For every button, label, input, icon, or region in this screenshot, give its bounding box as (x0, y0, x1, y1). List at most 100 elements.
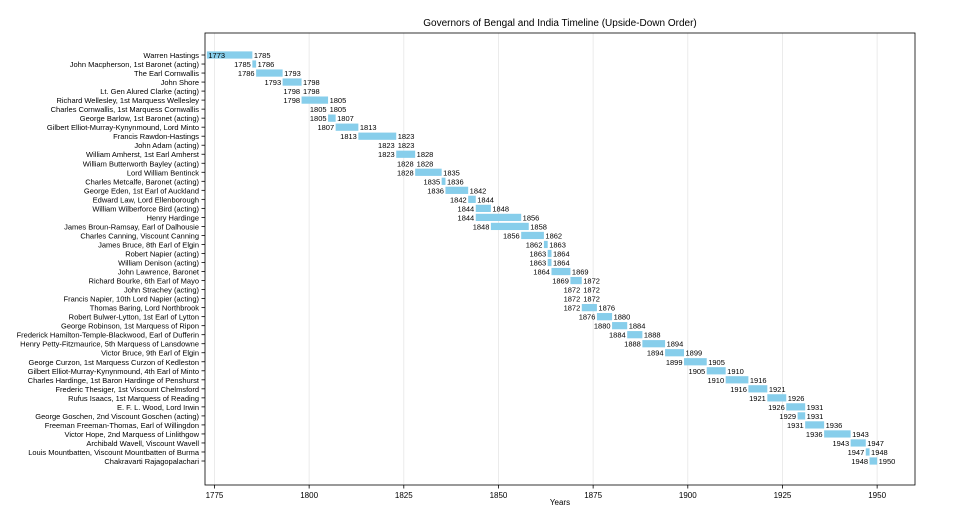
bar-start-label: 1894 (647, 349, 664, 358)
bar-end-label: 1813 (360, 123, 377, 132)
bar-start-label: 1856 (503, 231, 520, 240)
bar-end-label: 1926 (788, 394, 805, 403)
bar-start-label: 1872 (564, 286, 581, 295)
governor-bar (468, 195, 476, 203)
bar-start-label: 1943 (832, 439, 849, 448)
governor-bar (475, 204, 491, 212)
bar-end-label: 1880 (614, 313, 631, 322)
bar-end-label: 1921 (769, 385, 786, 394)
governor-bar (767, 394, 787, 402)
bar-start-label: 1823 (378, 150, 395, 159)
y-tick-label: William Wilberforce Bird (acting) (92, 204, 199, 213)
bar-start-label: 1842 (450, 195, 467, 204)
y-tick-label: Richard Bourke, 6th Earl of Mayo (89, 277, 199, 286)
y-tick-label: Warren Hastings (143, 51, 199, 60)
bar-end-label: 1943 (852, 430, 869, 439)
y-tick-label: Charles Metcalfe, Baronet (acting) (85, 177, 199, 186)
y-tick-label: Chakravarti Rajagopalachari (104, 457, 199, 466)
bar-start-label: 1828 (397, 159, 414, 168)
governor-bar (441, 177, 446, 185)
bar-end-label: 1828 (417, 159, 434, 168)
y-tick-label: Henry Petty-Fitzmaurice, 5th Marquess of… (20, 340, 199, 349)
governor-bar (706, 367, 726, 375)
bar-start-label: 1836 (427, 186, 444, 195)
y-tick-label: Henry Hardinge (146, 213, 199, 222)
x-axis: 1775 1800 1825 1850 1875 1900 1925 1950 (206, 485, 887, 500)
governor-bar (612, 322, 628, 330)
x-tick-label: 1900 (679, 491, 697, 500)
bar-end-label: 1872 (583, 295, 600, 304)
y-tick-label: Rufus Isaacs, 1st Marquess of Reading (68, 394, 199, 403)
bar-start-label: 1828 (397, 168, 414, 177)
bar-end-label: 1948 (871, 448, 888, 457)
y-tick-label: Victor Hope, 2nd Marquess of Linlithgow (64, 430, 199, 439)
bar-end-label: 1869 (572, 268, 589, 277)
governor-bar (786, 403, 806, 411)
y-tick-label: George Goschen, 2nd Viscount Goschen (ac… (35, 412, 199, 421)
bar-start-label: 1947 (848, 448, 865, 457)
y-tick-label: John Adam (acting) (134, 141, 199, 150)
bar-start-label: 1835 (423, 177, 440, 186)
governor-bar (596, 313, 613, 321)
bar-start-label: 1899 (666, 358, 683, 367)
y-tick-label: Frederic Thesiger, 1st Viscount Chelmsfo… (55, 385, 199, 394)
governor-bar (547, 258, 552, 267)
x-axis-label: Years (550, 498, 570, 507)
bar-end-label: 1894 (667, 340, 684, 349)
y-tick-label: Gilbert Elliot-Murray-Kynynmound, 4th Ea… (28, 367, 199, 376)
y-tick-label: John Strachey (acting) (124, 286, 200, 295)
governor-bar (797, 412, 806, 420)
y-tick-label: George Eden, 1st Earl of Auckland (84, 186, 199, 195)
bar-end-label: 1905 (708, 358, 725, 367)
y-tick-label: William Amherst, 1st Earl Amherst (86, 150, 200, 159)
bar-end-label: 1805 (330, 105, 347, 114)
bar-end-label: 1807 (337, 114, 354, 123)
bar-end-label: 1848 (492, 204, 509, 213)
governor-bar (521, 231, 544, 240)
bar-end-label: 1916 (750, 376, 767, 385)
governor-bar (543, 240, 548, 249)
bar-start-label: 1910 (707, 376, 724, 385)
bar-end-label: 1836 (447, 177, 464, 186)
bar-end-label: 1828 (417, 150, 434, 159)
bar-end-label: 1864 (553, 259, 570, 268)
y-tick-label: Lt. Gen Alured Clarke (acting) (100, 87, 199, 96)
bar-end-label: 1884 (629, 322, 646, 331)
y-tick-label: James Bruce, 8th Earl of Elgin (98, 240, 199, 249)
bar-end-label: 1936 (826, 421, 843, 430)
y-tick-label: James Broun-Ramsay, Earl of Dalhousie (64, 222, 199, 231)
governor-bar (865, 448, 870, 456)
x-tick-label: 1850 (490, 491, 508, 500)
bar-start-label: 1844 (458, 204, 475, 213)
x-tick-label: 1825 (395, 491, 413, 500)
governor-bar (850, 439, 866, 447)
bar-start-label: 1921 (749, 394, 766, 403)
y-tick-label: George Curzon, 1st Marquess Curzon of Ke… (28, 358, 199, 367)
y-tick-label: John Lawrence, Baronet (118, 268, 200, 277)
bar-start-label: 1807 (317, 123, 334, 132)
x-tick-label: 1925 (774, 491, 792, 500)
bar-end-label: 1931 (807, 403, 824, 412)
bar-start-label: 1905 (689, 367, 706, 376)
y-tick-label: John Shore (161, 78, 199, 87)
governor-bar (824, 430, 851, 438)
bar-end-label: 1863 (549, 240, 566, 249)
governor-bar (415, 168, 442, 176)
bar-end-label: 1862 (545, 231, 562, 240)
bar-start-label: 1773 (208, 51, 225, 60)
plot-frame (204, 32, 916, 486)
bar-start-label: 1805 (310, 105, 327, 114)
bar-end-label: 1793 (284, 69, 301, 78)
bar-start-label: 1926 (768, 403, 785, 412)
bar-start-label: 1936 (806, 430, 823, 439)
governor-bar (642, 340, 666, 348)
y-tick-label: George Barlow, 1st Baronet (acting) (80, 114, 200, 123)
bar-start-label: 1785 (234, 60, 251, 69)
bar-start-label: 1880 (594, 322, 611, 331)
bar-start-label: 1869 (552, 277, 569, 286)
governor-bar (665, 349, 685, 357)
y-tick-label: Francis Napier, 10th Lord Napier (acting… (64, 295, 200, 304)
governor-bar (581, 304, 597, 312)
